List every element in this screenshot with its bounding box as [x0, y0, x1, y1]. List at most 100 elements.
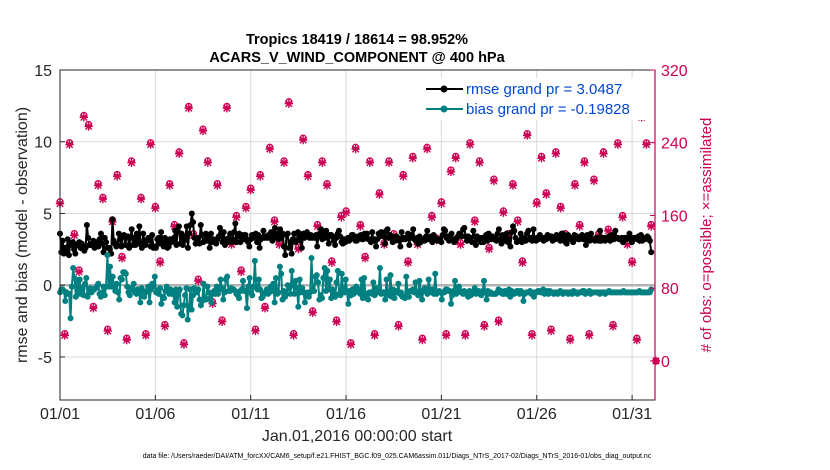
bias-point [67, 315, 74, 322]
obs-assimilated-marker [618, 213, 627, 222]
legend: rmse grand pr = 3.0487 bias grand pr = -… [423, 78, 653, 120]
bias-point [403, 273, 410, 280]
rmse-point [424, 227, 431, 234]
y2-tick-label: 0 [661, 354, 670, 371]
y-tick-label: 5 [43, 206, 52, 223]
rmse-point [220, 229, 227, 236]
obs-assimilated-marker [93, 181, 103, 190]
bias-point [308, 254, 315, 261]
rmse-point [382, 240, 389, 247]
bias-point [333, 279, 340, 286]
rmse-point [176, 223, 183, 230]
x-tick-label: 01/31 [612, 406, 652, 423]
rmse-point [588, 230, 595, 237]
x-tick-label: 01/26 [517, 406, 557, 423]
rmse-point [380, 233, 387, 240]
rmse-point [280, 243, 287, 250]
bias-point [113, 280, 120, 287]
obs-assimilated-marker [313, 222, 322, 231]
obs-assimilated-marker [174, 149, 184, 158]
obs-assimilated-marker [418, 335, 427, 345]
obs-assimilated-marker [222, 103, 232, 113]
obs-assimilated-marker [184, 103, 193, 113]
obs-assimilated-marker [556, 203, 565, 213]
bias-point [275, 289, 282, 296]
obs-assimilated-marker [456, 240, 465, 249]
bias-point [296, 276, 303, 283]
rmse-point [364, 230, 371, 237]
obs-assimilated-marker [308, 308, 317, 317]
obs-assimilated-marker [322, 181, 332, 190]
rmse-point [152, 244, 159, 251]
obs-assimilated-marker [518, 258, 527, 267]
bias-point [483, 296, 490, 303]
obs-assimilated-marker [408, 153, 418, 163]
rmse-point [282, 252, 289, 259]
obs-assimilated-marker [375, 190, 384, 199]
obs-assimilated-marker [532, 199, 541, 208]
obs-assimilated-marker [146, 140, 155, 149]
bias-point [130, 280, 137, 287]
obs-assimilated-marker [546, 326, 556, 336]
obs-assimilated-marker [79, 113, 89, 122]
obs-assimilated-marker [270, 217, 279, 227]
obs-assimilated-marker [365, 158, 375, 167]
obs-assimilated-marker [589, 176, 599, 186]
bias-point [276, 263, 283, 270]
bias-point [391, 295, 398, 302]
obs-assimilated-marker [475, 158, 484, 167]
rmse-point [325, 240, 332, 247]
bias-point [245, 283, 252, 290]
rmse-point [246, 243, 253, 250]
axes: 01/01 01/06 01/11 01/16 01/21 01/26 01/31 15 10 5… [34, 63, 688, 423]
rmse-point [83, 221, 90, 228]
x-tick-label: 01/06 [135, 406, 175, 423]
obs-assimilated-marker [327, 258, 336, 267]
bias-point [432, 270, 439, 277]
obs-assimilated-marker [585, 331, 594, 340]
obs-assimilated-marker [117, 253, 127, 263]
bias-point [204, 283, 211, 290]
legend-rmse-marker [440, 85, 448, 93]
obs-assimilated-marker [461, 331, 470, 340]
obs-assimilated-marker [74, 267, 84, 277]
obs-assimilated-marker [213, 181, 222, 190]
bias-point [246, 275, 253, 282]
bias-point [122, 270, 129, 277]
rmse-point [207, 230, 214, 237]
rmse-point [323, 227, 330, 234]
bias-point [270, 280, 277, 287]
bias-point [62, 298, 69, 304]
obs-assimilated-marker [470, 217, 479, 227]
obs-assimilated-marker [165, 181, 174, 190]
bias-point [320, 275, 327, 282]
bias-point [520, 298, 527, 304]
chart-title-line2: ACARS_V_WIND_COMPONENT @ 400 hPa [209, 50, 505, 66]
bias-point [158, 300, 165, 307]
rmse-point [597, 227, 604, 234]
bias-point [126, 292, 133, 299]
bias-point [452, 277, 459, 284]
rmse-point [59, 237, 66, 244]
obs-assimilated-marker [103, 326, 112, 336]
bias-point [315, 279, 322, 286]
obs-assimilated-marker [236, 267, 246, 277]
rmse-point [525, 227, 532, 234]
rmse-point [184, 244, 191, 251]
bias-point [370, 279, 377, 286]
bias-point [648, 286, 655, 293]
bias-point [255, 276, 262, 283]
rmse-point [397, 243, 404, 250]
y-tick-label: 15 [34, 63, 52, 80]
rmse-point [136, 223, 143, 230]
bias-point [118, 276, 125, 283]
rmse-point [186, 230, 193, 237]
rmse-point [335, 227, 342, 234]
obs-assimilated-marker [232, 213, 241, 222]
rmse-point [511, 227, 518, 234]
obs-assimilated-marker [627, 258, 637, 267]
bias-point [146, 299, 153, 306]
obs-assimilated-marker [446, 167, 456, 177]
bias-point [180, 302, 187, 309]
bias-point [301, 299, 308, 306]
